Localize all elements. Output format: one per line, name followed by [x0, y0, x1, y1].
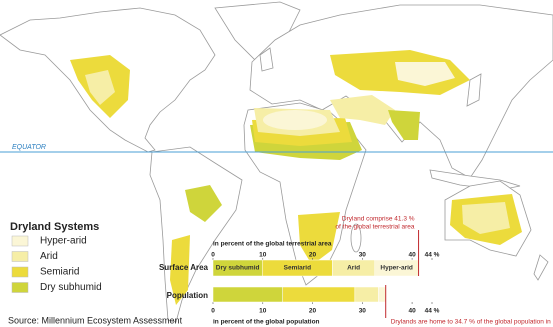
- dryland-india: [388, 110, 420, 140]
- bar-segment: [354, 286, 379, 303]
- legend-swatch: [11, 266, 29, 278]
- legend-label: Hyper-arid: [40, 236, 87, 247]
- x-tick-label: 0: [211, 308, 215, 315]
- bar-segment: [377, 286, 386, 303]
- legend-swatch: [11, 235, 29, 247]
- x-tick-label: 10: [259, 308, 267, 315]
- great-britain: [259, 47, 274, 72]
- legend: Hyper-arid Arid Semiarid Dry subhumid: [11, 235, 102, 293]
- x-tick-label: 30: [359, 252, 367, 259]
- axis-label: in percent of the global terrestrial are…: [213, 241, 332, 248]
- drylands: [70, 50, 522, 305]
- dryland-south-america: [185, 185, 222, 222]
- x-tick-label: 30: [359, 308, 367, 315]
- legend-label: Semiarid: [40, 267, 79, 278]
- category-label: Surface Area: [159, 263, 209, 272]
- x-tick-label: 20: [309, 252, 317, 259]
- axis-label: in percent of the global population: [213, 319, 320, 326]
- equator-label: EQUATOR: [12, 144, 46, 151]
- dryland-patagonia: [170, 235, 190, 305]
- annotation-text: Drylands are home to 34.7 % of the globa…: [391, 319, 553, 326]
- bar-segment: [282, 286, 356, 303]
- x-tick-label: 0: [211, 252, 215, 259]
- x-tick-label: 20: [309, 308, 317, 315]
- annotation-text: of the global terrestrial area: [335, 224, 415, 231]
- new-zealand: [533, 254, 549, 281]
- dryland-middle-east: [330, 95, 395, 125]
- legend-label: Dry subhumid: [40, 282, 102, 293]
- dryland-north-america-arid: [85, 70, 115, 105]
- source: Source: Millennium Ecosystem Assessment: [8, 315, 183, 325]
- annotation-text: Dryland comprise 41.3 %: [342, 216, 415, 223]
- dryland-australia-arid: [462, 202, 510, 234]
- legend-title: Dryland Systems: [10, 221, 99, 233]
- category-label: Population: [167, 291, 208, 300]
- x-tick-label: 44 %: [425, 252, 440, 259]
- legend-label: Arid: [40, 251, 58, 262]
- dryland-gobi: [395, 62, 455, 86]
- legend-swatch: [11, 251, 29, 262]
- legend-swatch: [11, 282, 29, 293]
- madagascar: [350, 223, 362, 253]
- segment-label: Dry subhumid: [216, 265, 260, 272]
- segment-label: Semiarid: [284, 265, 311, 272]
- segment-label: Arid: [347, 265, 360, 272]
- dryland-southern-africa: [298, 212, 340, 265]
- dryland-sahara: [263, 110, 327, 130]
- bar-segment: [212, 286, 283, 303]
- segment-label: Hyper-arid: [380, 265, 413, 272]
- x-tick-label: 44 %: [425, 308, 440, 315]
- x-tick-label: 40: [408, 252, 416, 259]
- x-tick-label: 40: [408, 308, 416, 315]
- x-tick-label: 10: [259, 252, 267, 259]
- bar-chart: Surface Area in percent of the global ter…: [159, 216, 553, 326]
- japan: [466, 73, 482, 107]
